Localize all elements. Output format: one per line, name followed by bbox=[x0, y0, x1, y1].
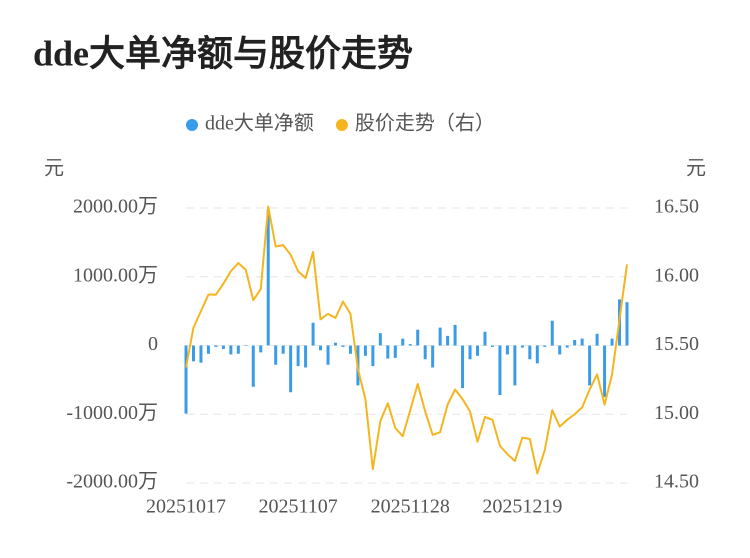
y-tick-label: 2000.00万 bbox=[73, 196, 158, 218]
bar bbox=[498, 345, 502, 395]
y-tick-label: 0 bbox=[148, 333, 158, 355]
bar bbox=[543, 345, 547, 347]
y-tick-label: -1000.00万 bbox=[66, 402, 158, 424]
x-tick-label: 20251017 bbox=[146, 496, 226, 518]
y2-tick-label: 16.50 bbox=[654, 196, 699, 218]
bar bbox=[341, 345, 345, 347]
bar bbox=[416, 329, 420, 346]
bar bbox=[281, 345, 285, 354]
bar bbox=[266, 209, 270, 346]
bar bbox=[274, 345, 278, 365]
bar bbox=[610, 338, 614, 346]
bar bbox=[199, 345, 203, 363]
bar bbox=[565, 345, 569, 348]
bar bbox=[550, 320, 554, 346]
bar bbox=[348, 345, 352, 354]
legend-label: 股价走势（右） bbox=[355, 112, 495, 135]
bar bbox=[573, 340, 577, 346]
bar bbox=[206, 345, 210, 354]
bar bbox=[483, 331, 487, 346]
x-tick-label: 20251219 bbox=[482, 496, 562, 518]
bar bbox=[490, 345, 494, 347]
bar bbox=[513, 345, 517, 386]
bar bbox=[221, 345, 225, 349]
bar bbox=[236, 345, 240, 354]
bar bbox=[580, 338, 584, 346]
bar bbox=[191, 345, 195, 362]
y2-tick-label: 14.50 bbox=[654, 471, 699, 493]
legend-marker bbox=[186, 119, 198, 131]
bar bbox=[363, 345, 367, 356]
bar bbox=[386, 345, 390, 359]
bar bbox=[431, 345, 435, 368]
bar bbox=[461, 345, 465, 389]
bar bbox=[319, 345, 323, 351]
bar bbox=[476, 345, 480, 356]
bar bbox=[289, 345, 293, 393]
bar bbox=[423, 345, 427, 360]
bar bbox=[520, 345, 524, 348]
bar bbox=[244, 345, 248, 346]
legend-label: dde大单净额 bbox=[205, 112, 314, 135]
bar bbox=[371, 345, 375, 367]
chart-title: dde大单净额与股价走势 bbox=[33, 33, 413, 73]
bar bbox=[603, 345, 607, 398]
bar bbox=[446, 335, 450, 346]
bar bbox=[311, 322, 315, 346]
bar bbox=[296, 345, 300, 367]
bar bbox=[184, 345, 188, 414]
bar bbox=[326, 345, 330, 365]
bar bbox=[229, 345, 233, 355]
bar bbox=[401, 338, 405, 346]
bar bbox=[595, 333, 599, 346]
bar bbox=[453, 324, 457, 346]
bar bbox=[408, 344, 412, 346]
bar bbox=[333, 342, 337, 346]
y-axis-unit: 元 bbox=[44, 158, 64, 180]
bar bbox=[378, 333, 382, 346]
x-tick-label: 20251128 bbox=[371, 496, 450, 518]
bar bbox=[625, 302, 629, 346]
y-tick-label: 1000.00万 bbox=[73, 264, 158, 286]
legend-marker bbox=[335, 119, 348, 131]
bar bbox=[588, 345, 592, 386]
bar bbox=[438, 327, 442, 346]
bar bbox=[251, 345, 255, 387]
bar bbox=[528, 345, 532, 360]
y2-tick-label: 15.00 bbox=[654, 402, 699, 424]
bar bbox=[304, 345, 308, 368]
bar bbox=[535, 345, 539, 364]
y2-axis-unit: 元 bbox=[686, 158, 706, 180]
bar bbox=[393, 345, 397, 358]
y2-tick-label: 16.00 bbox=[654, 264, 699, 286]
bar bbox=[558, 345, 562, 355]
x-tick-label: 20251107 bbox=[258, 496, 337, 518]
y-tick-label: -2000.00万 bbox=[66, 471, 158, 493]
bar bbox=[468, 345, 472, 360]
y2-tick-label: 15.50 bbox=[654, 333, 699, 355]
bar bbox=[505, 345, 509, 355]
bar bbox=[214, 345, 218, 347]
price-line bbox=[185, 205, 628, 475]
bar bbox=[259, 345, 263, 353]
